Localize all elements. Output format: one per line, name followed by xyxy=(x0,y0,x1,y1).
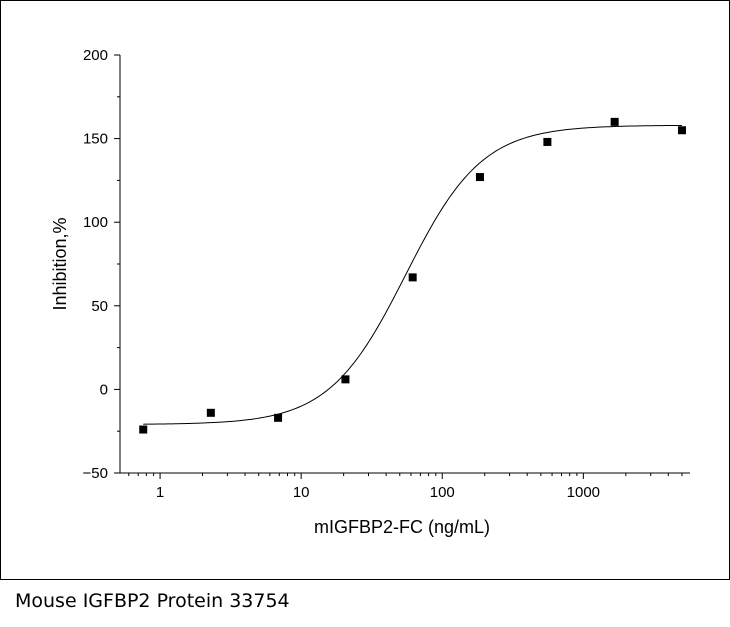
data-point xyxy=(543,137,552,146)
x-tick-label: 1000 xyxy=(567,484,600,501)
data-point xyxy=(341,375,350,384)
y-tick-label: −50 xyxy=(83,465,108,482)
data-point xyxy=(408,273,417,282)
data-point xyxy=(610,117,619,126)
data-point xyxy=(677,126,686,135)
data-point xyxy=(475,173,484,182)
data-points-layer xyxy=(139,117,686,434)
fit-curve xyxy=(143,124,682,425)
y-tick-label: 150 xyxy=(83,131,108,148)
axes: −50 0 50 100 150 200 1 10 100 1000 xyxy=(83,47,690,501)
data-point xyxy=(274,413,283,422)
y-axis-title: Inhibition,% xyxy=(50,217,70,310)
y-tick-label: 100 xyxy=(83,214,108,231)
x-tick-label: 10 xyxy=(293,484,310,501)
fit-curve-layer xyxy=(143,124,682,425)
x-axis-title: mIGFBP2-FC (ng/mL) xyxy=(314,517,490,537)
x-tick-label: 100 xyxy=(430,484,455,501)
data-point xyxy=(139,425,148,434)
data-point xyxy=(206,408,215,417)
y-tick-label: 200 xyxy=(83,47,108,64)
y-tick-label: 0 xyxy=(100,381,108,398)
chart: −50 0 50 100 150 200 1 10 100 1000 mIGFBP2-FC (ng… xyxy=(50,47,690,537)
y-tick-label: 50 xyxy=(91,298,108,315)
x-tick-label: 1 xyxy=(156,484,164,501)
figure-caption: Mouse IGFBP2 Protein 33754 xyxy=(15,590,290,612)
